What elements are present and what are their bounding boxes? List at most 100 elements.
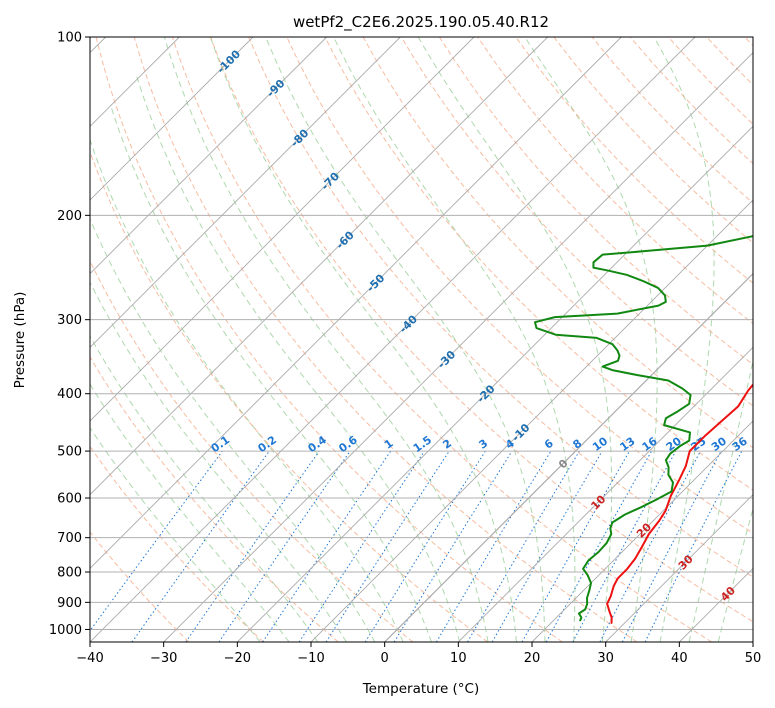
isotherm-line [163,52,753,642]
mixing-ratio-line [435,450,552,642]
moist-adiabat-line [109,104,432,642]
isotherm-label: 10 [588,492,608,512]
moist-adiabat-line [163,37,489,642]
moist-adiabat-line [717,506,753,642]
mixing-ratio-label: 1 [382,437,396,452]
isotherm-label: -30 [435,348,458,371]
moist-adiabat-line [90,138,404,642]
dry-adiabat-line [515,37,753,284]
isotherm-label: -70 [319,169,342,192]
mixing-ratio-line [644,450,743,642]
mixing-ratio-label: 0.6 [336,433,360,455]
x-tick-label: −20 [224,651,251,666]
y-axis-ticks: 100 200 300 400 500 600 700 800 900 1000 [49,31,90,638]
isotherm-line [531,420,753,642]
isotherm-line [458,346,753,642]
isotherm-line [310,199,753,642]
x-tick-label: 40 [671,651,688,666]
isotherm-line [752,641,753,642]
dry-adiabat-line [324,37,753,491]
moist-adiabat-line [90,281,347,642]
isotherm-label: -50 [364,271,387,294]
mixing-ratio-line [545,450,653,642]
mixing-ratio-line [262,450,392,642]
mixing-ratio-label: 6 [542,437,556,452]
y-tick-label: 600 [57,492,82,507]
dry-adiabat-line [400,37,753,407]
mixing-ratio-line [298,450,425,642]
moist-adiabat-line [333,37,576,642]
mixing-ratio-line [90,450,223,632]
isotherm-line [90,37,401,348]
isotherm-label: -10 [509,421,532,444]
mixing-ratio-line [185,450,320,642]
chart-title: wetPf2_C2E6.2025.190.05.40.R12 [293,13,549,32]
moist-adiabat-line [90,426,261,642]
isotherm-line [679,567,753,642]
mixing-ratio-line [218,450,351,642]
dry-adiabat-line [95,37,563,642]
mixing-ratio-label: 2 [440,437,454,452]
isotherm-label: -60 [334,228,357,251]
dry-adiabat-line [744,37,753,47]
plot-frame [89,36,754,643]
dry-adiabat-line [362,37,753,449]
moist-adiabat-line [90,383,290,642]
mixing-ratio-label: 0.1 [209,433,232,455]
mixing-ratio-line [521,450,630,642]
mixing-ratio-line [599,450,701,642]
dry-adiabat-line [90,445,264,642]
dry-adiabat-line [90,356,339,642]
dry-adiabat-line [591,37,753,204]
mixing-ratio-line [131,450,270,642]
mixing-ratio-label: 0.4 [306,433,330,455]
isotherm-line [90,37,475,422]
x-tick-label: −40 [76,651,103,666]
mixing-ratio-label: 1.5 [411,433,434,455]
dry-adiabat-line [477,37,753,325]
isotherm-label: -40 [397,312,420,335]
profile-series [534,235,753,624]
moist-adiabat-line [653,37,715,642]
moist-adiabat-line [209,37,517,642]
isotherm-label: -100 [215,47,244,76]
moist-adiabats [90,37,753,642]
x-tick-label: 0 [381,651,389,666]
y-tick-label: 900 [57,596,82,611]
y-axis-label: Pressure (hPa) [12,292,28,389]
isotherm-line [384,272,753,642]
dry-adiabats [90,37,753,642]
y-tick-label: 400 [57,387,82,402]
x-tick-label: 50 [745,651,762,666]
x-tick-label: −10 [297,651,324,666]
isotherm-line [90,37,696,642]
isotherm-line [90,37,254,201]
y-tick-label: 700 [57,531,82,546]
mixing-ratio-line [572,450,677,642]
mixing-ratio-label: 3 [477,437,491,452]
temperature-profile-line [606,383,753,624]
isotherm-label: 40 [718,584,738,604]
dry-adiabat-line [90,150,488,642]
mixing-ratio-label: 0.2 [256,433,279,455]
dry-adiabat-line [438,37,753,366]
isotherm-line [90,37,548,496]
x-axis-ticks: −40 −30 −20 −10 0 10 20 30 40 50 [76,642,761,666]
x-axis-label: Temperature (°C) [362,681,480,697]
mixing-ratio-line [325,450,450,642]
x-tick-label: 30 [597,651,614,666]
y-tick-label: 1000 [49,623,82,638]
moist-adiabat-line [135,72,461,642]
moist-adiabat-line [90,217,376,642]
isotherm-line [90,37,327,275]
y-tick-label: 100 [57,31,82,46]
isotherm-line [237,125,753,642]
x-tick-label: 20 [524,651,541,666]
moist-adiabat-line [688,358,753,642]
dry-adiabat-line [90,259,414,642]
isotherm-label: -90 [264,77,287,100]
isotherm-label: -80 [288,126,311,149]
dry-adiabat-line [210,37,753,623]
mixing-ratio-line [393,450,513,642]
